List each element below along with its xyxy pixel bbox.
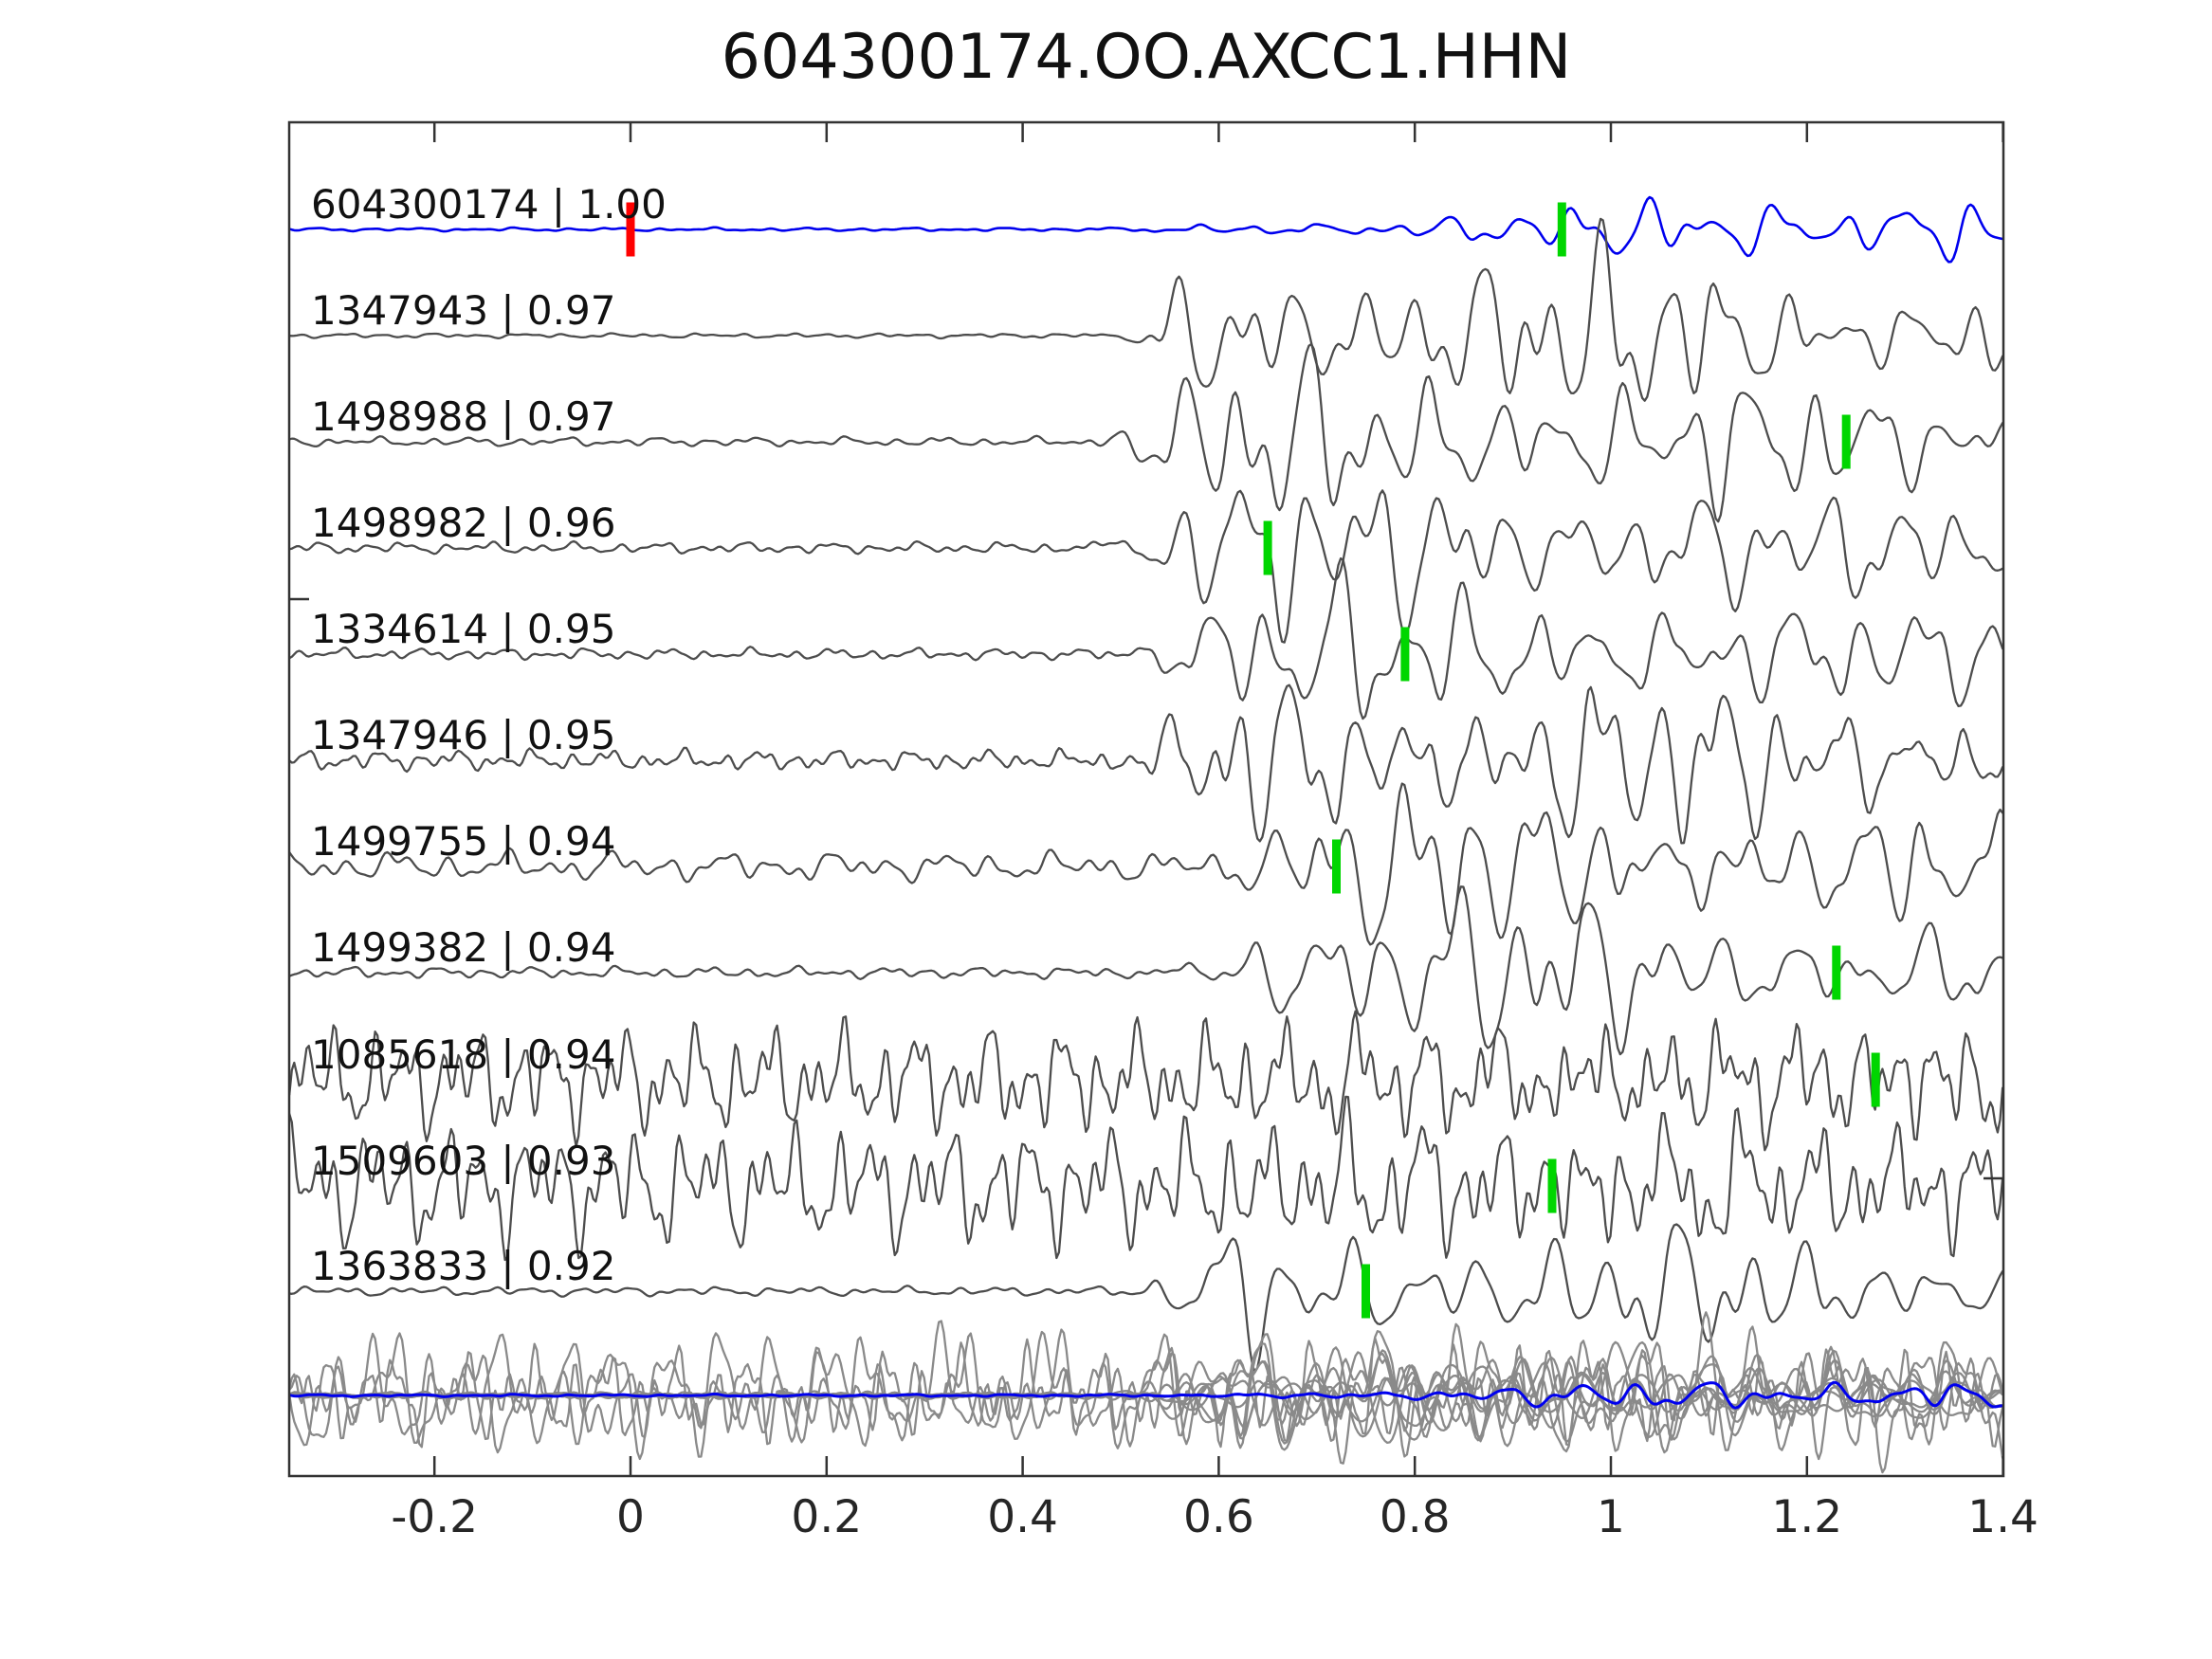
detection-trace-1347946 <box>289 684 2003 845</box>
trace-label-1499382: 1499382 | 0.94 <box>311 924 615 971</box>
trace-label-604300174: 604300174 | 1.00 <box>311 181 667 228</box>
pick-markers-group <box>626 202 1880 1319</box>
trace-label-1498982: 1498982 | 0.96 <box>311 500 615 546</box>
overlay-trace-8 <box>289 1337 2003 1449</box>
x-tick-label: -0.2 <box>391 1491 478 1543</box>
trace-label-1498988: 1498988 | 0.97 <box>311 393 615 440</box>
trace-label-1499755: 1499755 | 0.94 <box>311 818 615 865</box>
axes-frame <box>287 120 2005 1478</box>
detection-trace-1498982 <box>289 489 2003 644</box>
trace-label-1363833: 1363833 | 0.92 <box>311 1243 615 1289</box>
x-tick-label: 1 <box>1597 1491 1625 1543</box>
overlay-trace-7 <box>289 1311 2003 1474</box>
tick-labels-group: -0.2 0 0.2 0.4 0.6 0.8 1 1.2 1.4 <box>391 1491 2038 1543</box>
x-tick-label: 1.4 <box>1967 1491 2038 1543</box>
detection-pick-marker-1498982 <box>1263 520 1272 575</box>
x-tick-label: 1.2 <box>1771 1491 1842 1543</box>
detection-pick-marker-1085618 <box>1871 1052 1880 1107</box>
detection-trace-1334614 <box>289 556 2003 720</box>
detection-pick-marker-1499382 <box>1832 945 1841 1000</box>
x-tick-label: 0.4 <box>987 1491 1058 1543</box>
x-tick-label: 0 <box>616 1491 645 1543</box>
detection-pick-marker-1363833 <box>1362 1264 1370 1319</box>
detection-trace-604300174 <box>289 195 2003 264</box>
trace-label-1334614: 1334614 | 0.95 <box>311 606 615 652</box>
overlay-template-trace <box>289 1380 2003 1410</box>
detection-trace-1509603 <box>289 1095 2003 1262</box>
detection-pick-marker-604300174 <box>1557 202 1566 257</box>
traces-group <box>289 195 2003 1474</box>
plot-title: 604300174.OO.AXCC1.HHN <box>722 22 1572 93</box>
x-tick-label: 0.8 <box>1380 1491 1451 1543</box>
trace-label-1347943: 1347943 | 0.97 <box>311 287 615 334</box>
trace-labels-group: 604300174 | 1.00 1347943 | 0.97 1498988 | … <box>311 181 667 1289</box>
detection-trace-1499382 <box>289 885 2003 1056</box>
detection-pick-marker-1509603 <box>1547 1158 1557 1213</box>
detection-pick-marker-1499755 <box>1332 839 1341 894</box>
detection-trace-1498988 <box>289 342 2003 523</box>
detection-trace-1499755 <box>289 782 2003 946</box>
detection-pick-marker-1498988 <box>1841 414 1851 469</box>
x-tick-label: 0.2 <box>791 1491 862 1543</box>
detection-trace-1363833 <box>289 1223 2003 1374</box>
detection-trace-1085618 <box>289 1010 2003 1152</box>
template-pick-marker-604300174 <box>626 202 635 257</box>
trace-label-1509603: 1509603 | 0.93 <box>311 1138 615 1184</box>
axes-group <box>287 120 2005 1478</box>
trace-label-1085618: 1085618 | 0.94 <box>311 1031 615 1078</box>
x-tick-label: 0.6 <box>1183 1491 1254 1543</box>
detection-trace-1347943 <box>289 217 2003 402</box>
trace-label-1347946: 1347946 | 0.95 <box>311 712 615 758</box>
detection-pick-marker-1334614 <box>1400 627 1410 682</box>
